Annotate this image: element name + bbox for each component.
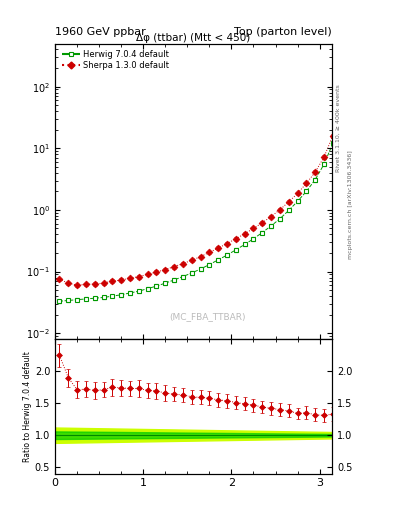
- Text: mcplots.cern.ch [arXiv:1306.3436]: mcplots.cern.ch [arXiv:1306.3436]: [348, 151, 353, 259]
- Text: Top (parton level): Top (parton level): [234, 27, 332, 37]
- Y-axis label: Ratio to Herwig 7.0.4 default: Ratio to Herwig 7.0.4 default: [23, 351, 32, 462]
- Text: 1960 GeV ppbar: 1960 GeV ppbar: [55, 27, 146, 37]
- Legend: Herwig 7.0.4 default, Sherpa 1.3.0 default: Herwig 7.0.4 default, Sherpa 1.3.0 defau…: [59, 48, 172, 72]
- Text: (MC_FBA_TTBAR): (MC_FBA_TTBAR): [169, 312, 246, 322]
- Title: Δφ (ttbar) (Mtt < 450): Δφ (ttbar) (Mtt < 450): [136, 33, 251, 42]
- Text: Rivet 3.1.10, ≥ 400k events: Rivet 3.1.10, ≥ 400k events: [336, 84, 341, 172]
